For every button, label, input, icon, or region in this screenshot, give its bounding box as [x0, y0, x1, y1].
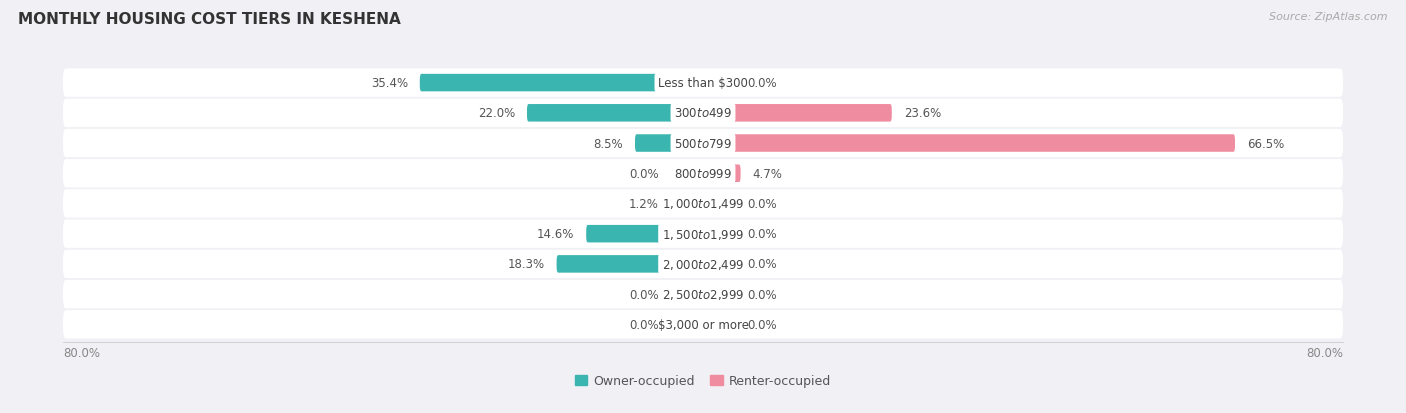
Text: 14.6%: 14.6% [537, 228, 574, 241]
FancyBboxPatch shape [63, 220, 1343, 248]
FancyBboxPatch shape [63, 280, 1343, 309]
Text: $2,500 to $2,999: $2,500 to $2,999 [662, 287, 744, 301]
FancyBboxPatch shape [703, 75, 735, 92]
Text: 1.2%: 1.2% [628, 197, 659, 211]
Text: $500 to $799: $500 to $799 [673, 137, 733, 150]
FancyBboxPatch shape [703, 195, 735, 213]
Text: $3,000 or more: $3,000 or more [658, 318, 748, 331]
Text: $300 to $499: $300 to $499 [673, 107, 733, 120]
FancyBboxPatch shape [703, 135, 1234, 152]
FancyBboxPatch shape [703, 256, 735, 273]
Text: 0.0%: 0.0% [630, 167, 659, 180]
FancyBboxPatch shape [671, 165, 703, 183]
FancyBboxPatch shape [693, 195, 703, 213]
Text: 0.0%: 0.0% [630, 288, 659, 301]
Text: 66.5%: 66.5% [1247, 137, 1284, 150]
Text: 0.0%: 0.0% [747, 288, 776, 301]
FancyBboxPatch shape [63, 69, 1343, 97]
Text: 4.7%: 4.7% [752, 167, 783, 180]
FancyBboxPatch shape [63, 100, 1343, 128]
Text: 0.0%: 0.0% [747, 318, 776, 331]
FancyBboxPatch shape [636, 135, 703, 152]
FancyBboxPatch shape [703, 105, 891, 122]
FancyBboxPatch shape [703, 286, 735, 303]
FancyBboxPatch shape [63, 160, 1343, 188]
FancyBboxPatch shape [527, 105, 703, 122]
Text: 23.6%: 23.6% [904, 107, 941, 120]
Text: Less than $300: Less than $300 [658, 77, 748, 90]
Text: 18.3%: 18.3% [508, 258, 544, 271]
Text: 0.0%: 0.0% [747, 77, 776, 90]
FancyBboxPatch shape [63, 310, 1343, 339]
FancyBboxPatch shape [671, 286, 703, 303]
Text: 0.0%: 0.0% [630, 318, 659, 331]
FancyBboxPatch shape [420, 75, 703, 92]
FancyBboxPatch shape [586, 225, 703, 243]
Text: 0.0%: 0.0% [747, 258, 776, 271]
FancyBboxPatch shape [671, 316, 703, 333]
Text: $1,000 to $1,499: $1,000 to $1,499 [662, 197, 744, 211]
Text: $1,500 to $1,999: $1,500 to $1,999 [662, 227, 744, 241]
FancyBboxPatch shape [703, 225, 735, 243]
Text: Source: ZipAtlas.com: Source: ZipAtlas.com [1270, 12, 1388, 22]
Text: 0.0%: 0.0% [747, 197, 776, 211]
FancyBboxPatch shape [557, 256, 703, 273]
FancyBboxPatch shape [703, 316, 735, 333]
Text: $2,000 to $2,499: $2,000 to $2,499 [662, 257, 744, 271]
FancyBboxPatch shape [63, 190, 1343, 218]
Text: 8.5%: 8.5% [593, 137, 623, 150]
Text: MONTHLY HOUSING COST TIERS IN KESHENA: MONTHLY HOUSING COST TIERS IN KESHENA [18, 12, 401, 27]
Text: 22.0%: 22.0% [478, 107, 515, 120]
FancyBboxPatch shape [703, 165, 741, 183]
FancyBboxPatch shape [63, 130, 1343, 158]
Legend: Owner-occupied, Renter-occupied: Owner-occupied, Renter-occupied [575, 374, 831, 387]
Text: $800 to $999: $800 to $999 [673, 167, 733, 180]
Text: 35.4%: 35.4% [371, 77, 408, 90]
Text: 80.0%: 80.0% [63, 346, 100, 359]
Text: 0.0%: 0.0% [747, 228, 776, 241]
Text: 80.0%: 80.0% [1306, 346, 1343, 359]
FancyBboxPatch shape [63, 250, 1343, 278]
